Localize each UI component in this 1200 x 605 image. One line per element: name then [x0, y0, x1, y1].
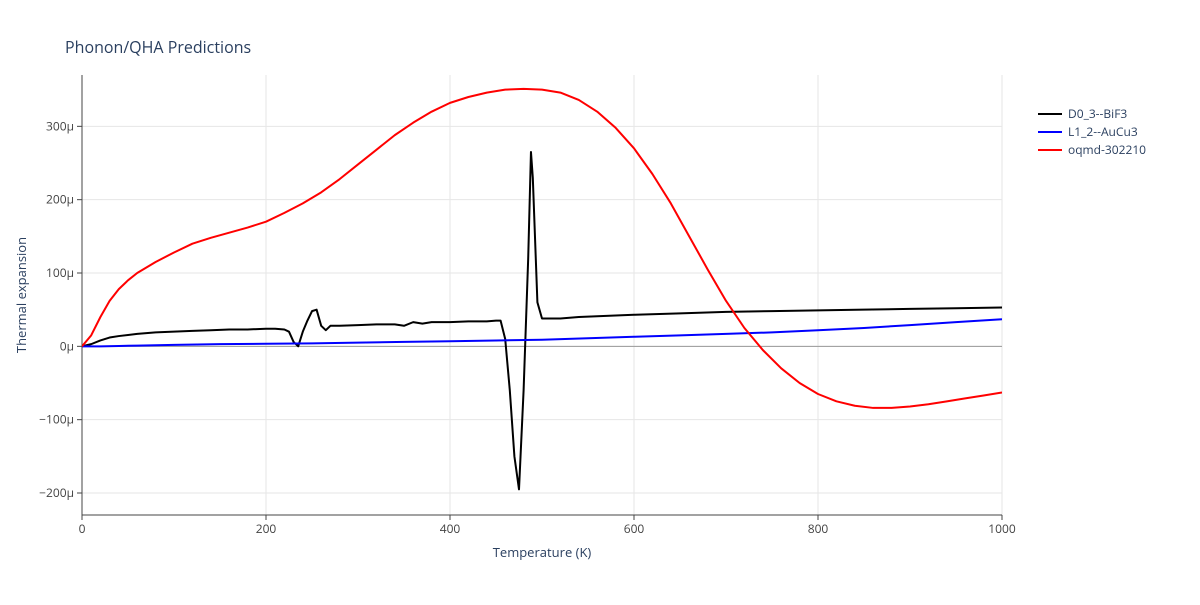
- x-tick-label: 0: [79, 520, 86, 537]
- legend-swatch: [1038, 131, 1062, 133]
- chart-title: Phonon/QHA Predictions: [65, 36, 251, 58]
- x-tick-label: 1000: [988, 520, 1016, 537]
- series-L1_2--AuCu3[interactable]: [82, 319, 1002, 346]
- chart-container: Phonon/QHA Predictions 0 200 400 600 800 1000…: [0, 0, 1200, 600]
- legend-swatch: [1038, 113, 1062, 115]
- x-tick-label: 800: [808, 520, 829, 537]
- x-axis-label: Temperature (K): [493, 543, 592, 561]
- legend-label: L1_2--AuCu3: [1068, 123, 1138, 141]
- x-tick-label: 200: [256, 520, 277, 537]
- plot-group: [82, 89, 1002, 489]
- series-D0_3--BiF3[interactable]: [82, 152, 1002, 489]
- x-tick-label: 400: [440, 520, 461, 537]
- legend-label: D0_3--BiF3: [1068, 105, 1127, 123]
- y-tick-label: 0µ: [60, 337, 74, 354]
- y-tick-label: −100µ: [39, 411, 74, 428]
- legend-label: oqmd-302210: [1068, 141, 1146, 159]
- x-tick-label: 600: [624, 520, 645, 537]
- y-tick-label: 300µ: [46, 117, 74, 134]
- legend-item-L1_2--AuCu3[interactable]: L1_2--AuCu3: [1038, 123, 1146, 141]
- legend-swatch: [1038, 149, 1062, 151]
- y-tick-label: 100µ: [46, 264, 74, 281]
- chart-svg: 0 200 400 600 800 1000 −200µ −100µ 0µ 100µ 200µ 300…: [0, 0, 1200, 600]
- y-axis-label: Thermal expansion: [12, 237, 30, 353]
- legend: D0_3--BiF3L1_2--AuCu3oqmd-302210: [1038, 105, 1146, 159]
- series-oqmd-302210[interactable]: [82, 89, 1002, 408]
- y-tick-label: −200µ: [39, 484, 74, 501]
- legend-item-oqmd-302210[interactable]: oqmd-302210: [1038, 141, 1146, 159]
- y-tick-label: 200µ: [46, 191, 74, 208]
- legend-item-D0_3--BiF3[interactable]: D0_3--BiF3: [1038, 105, 1146, 123]
